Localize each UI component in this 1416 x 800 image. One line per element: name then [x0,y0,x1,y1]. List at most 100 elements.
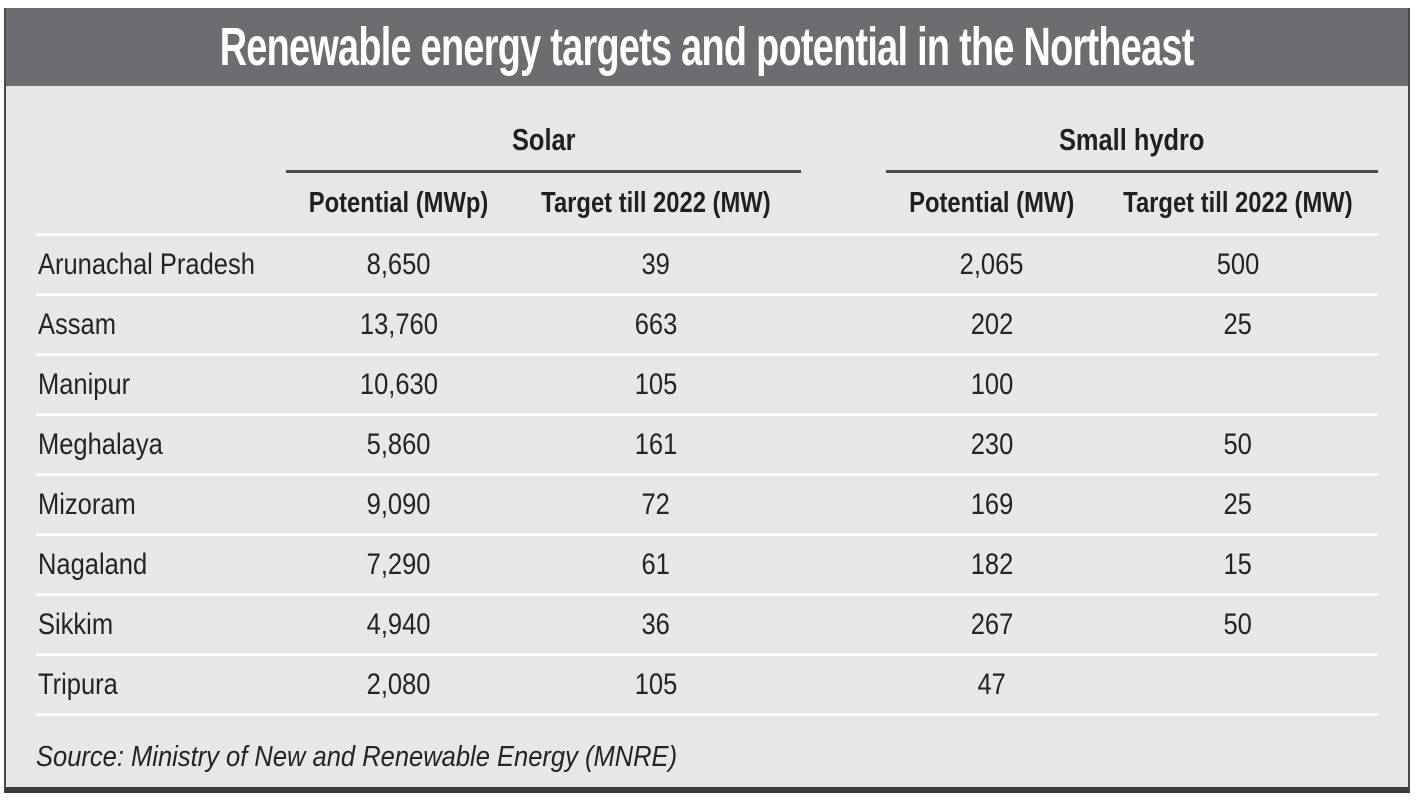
spacer-cell [801,295,886,355]
solar-target-cell: 105 [511,655,801,714]
value: 2,065 [960,247,1024,281]
source-note: Source: Ministry of New and Renewable En… [36,741,678,773]
value: 5,860 [366,427,431,461]
spacer-cell [801,535,886,595]
value: 2,080 [366,667,431,701]
title-band: Renewable energy targets and potential i… [6,8,1408,86]
table-row: Assam 13,760 663 202 25 [36,294,1378,355]
value: 39 [641,247,671,281]
hydro-potential-cell: 267 [886,595,1098,655]
spacer-cell [801,595,886,655]
solar-target-cell: 72 [511,475,801,535]
group-header-solar-label: Solar [511,122,576,157]
spacer-cell [801,172,886,235]
spacer-cell [801,415,886,475]
state-label: Arunachal Pradesh [38,247,255,281]
value: 182 [970,547,1014,581]
value: 50 [1223,427,1253,461]
table-content: Solar Small hydro Potential (MWp) Target… [6,86,1408,799]
value: 15 [1223,547,1253,581]
value: 663 [634,307,678,341]
solar-target-cell: 36 [511,595,801,655]
column-header-row: Potential (MWp) Target till 2022 (MW) Po… [36,172,1378,235]
solar-target-cell: 61 [511,535,801,595]
value: 105 [634,667,678,701]
value: 100 [970,367,1014,401]
value: 230 [970,427,1014,461]
value: 202 [970,307,1014,341]
spacer-cell [801,355,886,415]
state-label: Assam [38,307,116,341]
hydro-target-cell: 25 [1098,295,1378,355]
hydro-target-cell: 15 [1098,535,1378,595]
spacer-cell [801,655,886,714]
state-cell: Sikkim [36,595,286,655]
solar-potential-cell: 10,630 [286,355,511,415]
hydro-target-cell: 50 [1098,415,1378,475]
column-header-hydro-potential: Potential (MW) [886,172,1098,235]
value: 72 [641,487,671,521]
value: 105 [634,367,678,401]
table-body: Arunachal Pradesh 8,650 39 2,065 500 Ass… [36,234,1378,714]
state-cell: Mizoram [36,475,286,535]
value: 161 [634,427,678,461]
value: 13,760 [359,307,438,341]
hydro-target-cell: 50 [1098,595,1378,655]
column-header-label: Potential (MW) [909,186,1075,219]
table-card: Renewable energy targets and potential i… [4,8,1410,793]
hydro-target-cell: 25 [1098,475,1378,535]
table-row: Manipur 10,630 105 100 [36,354,1378,415]
hydro-potential-cell: 202 [886,295,1098,355]
column-header-label: Potential (MWp) [308,186,489,219]
spacer-cell [801,235,886,295]
solar-potential-cell: 9,090 [286,475,511,535]
value: 4,940 [366,607,431,641]
state-cell: Arunachal Pradesh [36,235,286,295]
hydro-potential-cell: 169 [886,475,1098,535]
solar-potential-cell: 2,080 [286,655,511,714]
value: 169 [970,487,1014,521]
value: 36 [641,607,671,641]
column-header-hydro-target: Target till 2022 (MW) [1098,172,1378,235]
hydro-potential-cell: 47 [886,655,1098,714]
group-header-small-hydro: Small hydro [886,86,1378,173]
value: 10,630 [359,367,438,401]
state-cell: Tripura [36,655,286,714]
state-cell: Manipur [36,355,286,415]
value: 500 [1216,247,1260,281]
column-header-label: Target till 2022 (MW) [1123,186,1353,219]
hydro-potential-cell: 100 [886,355,1098,415]
hydro-target-cell [1098,655,1378,714]
state-label: Tripura [38,667,118,701]
table-row: Sikkim 4,940 36 267 50 [36,594,1378,655]
table-row: Meghalaya 5,860 161 230 50 [36,414,1378,475]
source-row: Source: Ministry of New and Renewable En… [36,713,1378,799]
column-header-solar-potential: Potential (MWp) [286,172,511,235]
empty-cell [36,86,286,172]
solar-target-cell: 105 [511,355,801,415]
table-row: Tripura 2,080 105 47 [36,654,1378,714]
state-cell: Nagaland [36,535,286,595]
state-cell: Assam [36,295,286,355]
state-label: Sikkim [38,607,114,641]
solar-potential-cell: 7,290 [286,535,511,595]
hydro-target-cell [1098,355,1378,415]
group-header-solar: Solar [286,86,801,173]
state-label: Mizoram [38,487,136,521]
group-header-small-hydro-label: Small hydro [1059,122,1205,157]
value: 7,290 [366,547,431,581]
value: 25 [1223,487,1253,521]
hydro-potential-cell: 2,065 [886,235,1098,295]
value: 47 [977,667,1007,701]
value: 8,650 [366,247,431,281]
solar-target-cell: 39 [511,235,801,295]
table-header: Solar Small hydro Potential (MWp) Target… [36,86,1378,235]
table-row: Arunachal Pradesh 8,650 39 2,065 500 [36,234,1378,295]
value: 50 [1223,607,1253,641]
hydro-target-cell: 500 [1098,235,1378,295]
table-row: Nagaland 7,290 61 182 15 [36,534,1378,595]
state-label: Nagaland [38,547,148,581]
column-header-solar-target: Target till 2022 (MW) [511,172,801,235]
value: 267 [970,607,1014,641]
